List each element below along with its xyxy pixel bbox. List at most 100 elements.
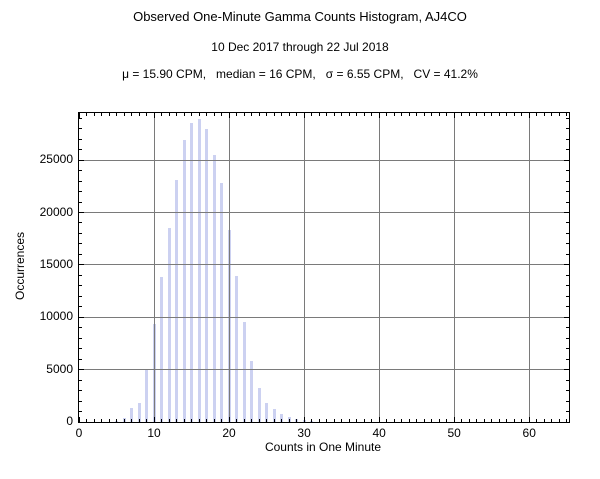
x-minor-tick [461, 113, 463, 116]
y-minor-tick [566, 358, 569, 360]
histogram-bar [280, 413, 284, 422]
x-minor-tick [536, 419, 538, 422]
histogram-bar [130, 408, 134, 422]
x-minor-tick [168, 419, 170, 422]
x-minor-tick [558, 113, 560, 116]
y-minor-tick [566, 400, 569, 402]
x-minor-tick [108, 419, 110, 422]
y-major-tick [564, 316, 569, 318]
x-tick-label: 30 [297, 426, 311, 440]
y-minor-tick [79, 170, 82, 172]
y-minor-tick [566, 327, 569, 329]
y-minor-tick [79, 327, 82, 329]
x-minor-tick [416, 113, 418, 116]
y-minor-tick [79, 337, 82, 339]
x-minor-tick [206, 419, 208, 422]
x-minor-tick [191, 113, 193, 116]
x-minor-tick [93, 113, 95, 116]
y-minor-tick [566, 117, 569, 119]
x-minor-tick [363, 419, 365, 422]
x-minor-tick [566, 419, 568, 422]
x-minor-tick [401, 113, 403, 116]
y-major-tick [79, 212, 84, 213]
histogram-bar [212, 154, 216, 422]
x-minor-tick [326, 419, 328, 422]
x-minor-tick [266, 113, 268, 116]
x-major-tick [78, 113, 80, 118]
x-major-tick [78, 417, 80, 422]
x-minor-tick [236, 419, 238, 422]
histogram-bar [137, 403, 141, 422]
x-minor-tick [333, 113, 335, 116]
x-minor-tick [341, 419, 343, 422]
gridline-vertical [153, 113, 155, 422]
x-minor-tick [521, 113, 523, 116]
x-minor-tick [243, 113, 245, 116]
x-minor-tick [423, 113, 425, 116]
x-minor-tick [213, 419, 215, 422]
x-minor-tick [506, 113, 508, 116]
x-minor-tick [483, 113, 485, 116]
x-minor-tick [251, 419, 253, 422]
y-minor-tick [79, 243, 82, 245]
x-minor-tick [446, 419, 448, 422]
x-minor-tick [86, 113, 87, 116]
y-minor-tick [79, 379, 82, 381]
histogram-bar [220, 183, 224, 422]
x-minor-tick [408, 113, 410, 116]
x-minor-tick [108, 113, 110, 116]
x-tick-label: 0 [75, 426, 83, 440]
x-minor-tick [416, 419, 418, 422]
x-minor-tick [183, 113, 185, 116]
x-minor-tick [146, 113, 148, 116]
x-major-tick [303, 417, 305, 422]
y-major-tick [564, 369, 569, 371]
y-tick-label: 10000 [39, 309, 73, 324]
x-minor-tick [101, 113, 102, 116]
y-minor-tick [566, 253, 569, 255]
x-minor-tick [491, 419, 493, 422]
x-minor-tick [461, 419, 463, 422]
histogram-bar [272, 409, 276, 422]
x-minor-tick [131, 419, 133, 422]
gridline-horizontal [79, 369, 569, 371]
x-minor-tick [558, 419, 560, 422]
y-minor-tick [566, 274, 569, 276]
histogram-bar [257, 388, 261, 422]
y-minor-tick [566, 243, 569, 245]
x-minor-tick [476, 113, 478, 116]
x-minor-tick [498, 419, 500, 422]
x-minor-tick [168, 113, 170, 116]
y-major-tick [564, 159, 569, 161]
x-minor-tick [356, 419, 358, 422]
x-minor-tick [101, 419, 102, 422]
x-minor-tick [311, 113, 313, 116]
y-minor-tick [79, 295, 82, 297]
x-major-tick [453, 417, 455, 422]
y-minor-tick [566, 295, 569, 297]
x-tick-label: 20 [222, 426, 236, 440]
gridline-vertical [303, 113, 305, 422]
x-minor-tick [198, 419, 200, 422]
y-minor-tick [79, 411, 82, 413]
x-minor-tick [393, 113, 395, 116]
y-minor-tick [566, 306, 569, 308]
y-minor-tick [79, 358, 82, 360]
histogram-bar [160, 277, 164, 422]
y-minor-tick [79, 285, 82, 287]
y-tick-label: 5000 [46, 361, 73, 376]
gridline-vertical [528, 113, 530, 422]
x-minor-tick [116, 113, 118, 116]
x-major-tick [528, 113, 530, 118]
y-major-tick [79, 369, 84, 371]
x-major-tick [378, 113, 380, 118]
x-minor-tick [483, 419, 485, 422]
y-major-tick [564, 421, 569, 423]
y-major-tick [79, 264, 84, 266]
plot-area: 0 10 20 30 40 50 60 0 5000 10000 15000 20000 25000 [40, 112, 570, 440]
y-minor-tick [566, 149, 569, 151]
y-tick-label: 20000 [39, 204, 73, 219]
x-minor-tick [251, 113, 253, 116]
x-minor-tick [258, 419, 260, 422]
y-major-tick [564, 264, 569, 266]
